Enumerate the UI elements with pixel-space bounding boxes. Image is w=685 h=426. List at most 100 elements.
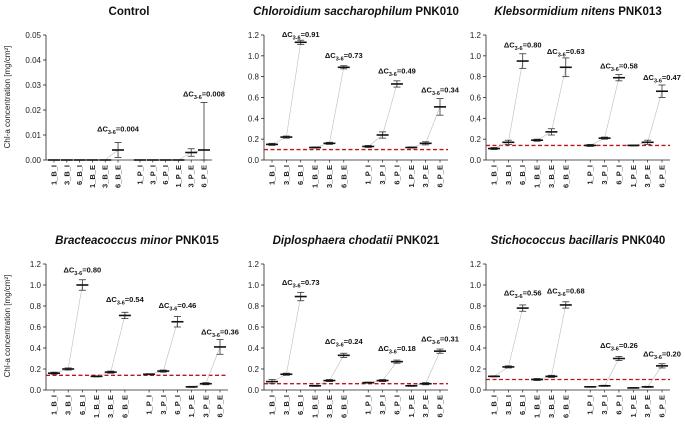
delta-symbol: ΔC	[159, 301, 170, 310]
x-tick-label: 1_B_I	[490, 165, 499, 185]
delta-annotation: ΔC3-6=0.008	[183, 89, 225, 101]
x-tick-label: 3_B_E	[106, 395, 115, 418]
y-tick-label: 0.2	[470, 365, 482, 374]
y-tick-label: 0.0	[470, 156, 482, 165]
delta-subscript: 3-6	[389, 350, 397, 356]
x-tick-label: 3_P_E	[201, 395, 210, 418]
delta-annotation: ΔC3-6=0.004	[97, 124, 140, 136]
y-tick-label: 1.0	[30, 281, 42, 290]
panel-title: Stichococcus bacillaris PNK040	[491, 235, 666, 247]
delta-annotation: ΔC3-6=0.31	[421, 335, 459, 347]
panel-4: Bracteacoccus minor PNK015 0.0 0.2 0.4 0.6 0.…	[30, 235, 239, 418]
delta-value: =0.34	[440, 85, 460, 94]
x-tick-label: 6_B_E	[120, 395, 129, 418]
x-tick-label: 1_B_I	[50, 395, 59, 415]
y-tick-label: 0.4	[470, 344, 482, 353]
delta-symbol: ΔC	[282, 30, 293, 39]
x-tick-label: 3_B_I	[504, 165, 513, 185]
x-tick-label: 6_B_E	[339, 165, 348, 188]
y-tick-label: 0.4	[470, 114, 482, 123]
panel-title-species: Diplosphaera chodatii	[273, 235, 394, 247]
y-tick-label: 0.4	[248, 344, 260, 353]
x-tick-label: 1_P_E	[407, 395, 416, 418]
panel-title: Diplosphaera chodatii PNK021	[273, 235, 440, 247]
series-connector	[590, 77, 620, 146]
x-tick-label: 6_B_E	[114, 165, 123, 188]
delta-annotation: ΔC3-6=0.49	[378, 67, 416, 79]
x-tick-label: 6_P_E	[436, 165, 445, 188]
delta-symbol: ΔC	[183, 89, 194, 98]
delta-annotation: ΔC3-6=0.73	[282, 278, 320, 290]
panel-title-strain: PNK015	[172, 235, 219, 247]
y-tick-label: 0.8	[30, 302, 42, 311]
x-tick-label: 1_B_I	[490, 395, 499, 415]
delta-symbol: ΔC	[378, 67, 389, 76]
x-tick-label: 3_B_E	[325, 165, 334, 188]
y-axis-label: Chl-a concentration [mg/cm²]	[3, 46, 12, 149]
y-tick-label: 0.8	[470, 302, 482, 311]
panel-title-strain: PNK040	[619, 235, 666, 247]
x-tick-label: 3_P_I	[600, 165, 609, 185]
panel-title-species: Klebsormidium nitens	[494, 6, 615, 18]
delta-value: =0.54	[125, 295, 145, 304]
y-tick-label: 0.4	[248, 114, 260, 123]
delta-symbol: ΔC	[421, 335, 432, 344]
delta-subscript: 3-6	[432, 91, 440, 97]
x-tick-label: 6_P_I	[614, 165, 623, 185]
panel-title-species: Stichococcus bacillaris	[491, 235, 619, 247]
panel-3: Klebsormidium nitens PNK013 0.0 0.2 0.4 0.6 0…	[470, 6, 681, 188]
delta-annotation: ΔC3-6=0.63	[547, 47, 585, 59]
x-tick-label: 1_B_E	[311, 395, 320, 418]
x-tick-label: 1_P_E	[187, 395, 196, 418]
delta-subscript: 3-6	[611, 347, 619, 353]
delta-annotation: ΔC3-6=0.20	[643, 349, 681, 361]
delta-symbol: ΔC	[63, 265, 74, 274]
x-tick-label: 3_B_I	[64, 395, 73, 415]
x-tick-label: 6_P_E	[658, 395, 667, 418]
delta-symbol: ΔC	[97, 124, 108, 133]
panel-title-species: Chloroidium saccharophilum	[253, 6, 412, 18]
delta-annotation: ΔC3-6=0.56	[504, 289, 542, 301]
x-tick-label: 3_B_E	[547, 395, 556, 418]
x-tick-label: 1_B_E	[92, 395, 101, 418]
x-tick-label: 1_B_E	[88, 165, 97, 188]
y-tick-label: 0.05	[25, 31, 41, 40]
delta-value: =0.58	[619, 61, 638, 70]
delta-annotation: ΔC3-6=0.73	[325, 51, 363, 63]
delta-value: =0.26	[619, 341, 638, 350]
delta-value: =0.008	[202, 89, 225, 98]
delta-annotation: ΔC3-6=0.26	[600, 341, 638, 353]
delta-symbol: ΔC	[282, 278, 293, 287]
y-tick-label: 0.6	[248, 94, 260, 103]
y-tick-label: 1.2	[470, 31, 482, 40]
y-tick-label: 0.6	[30, 323, 42, 332]
delta-value: =0.73	[344, 51, 363, 60]
delta-symbol: ΔC	[378, 344, 389, 353]
delta-annotation: ΔC3-6=0.80	[504, 41, 542, 53]
x-tick-label: 6_P_I	[614, 395, 623, 415]
delta-symbol: ΔC	[547, 286, 558, 295]
y-tick-label: 0.04	[25, 56, 41, 65]
y-tick-label: 0.8	[470, 73, 482, 82]
x-tick-label: 1_P_I	[145, 395, 154, 415]
delta-annotation: ΔC3-6=0.58	[600, 61, 638, 73]
x-tick-label: 6_B_E	[561, 165, 570, 188]
x-tick-label: 1_P_E	[407, 165, 416, 188]
series-connector	[53, 284, 83, 374]
y-tick-label: 1.2	[30, 260, 42, 269]
delta-symbol: ΔC	[600, 341, 611, 350]
delta-subscript: 3-6	[558, 52, 566, 58]
x-tick-label: 3_B_I	[62, 165, 71, 185]
x-tick-label: 1_P_I	[586, 395, 595, 415]
x-tick-label: 6_B_I	[78, 395, 87, 415]
series-connector	[633, 365, 663, 389]
y-tick-label: 0.0	[30, 386, 42, 395]
delta-subscript: 3-6	[117, 300, 125, 306]
series-connector	[633, 91, 663, 146]
x-tick-label: 3_B_I	[504, 395, 513, 415]
delta-value: =0.004	[116, 124, 140, 133]
delta-annotation: ΔC3-6=0.91	[282, 30, 320, 42]
y-tick-label: 0.6	[470, 94, 482, 103]
y-tick-label: 0.2	[470, 135, 482, 144]
